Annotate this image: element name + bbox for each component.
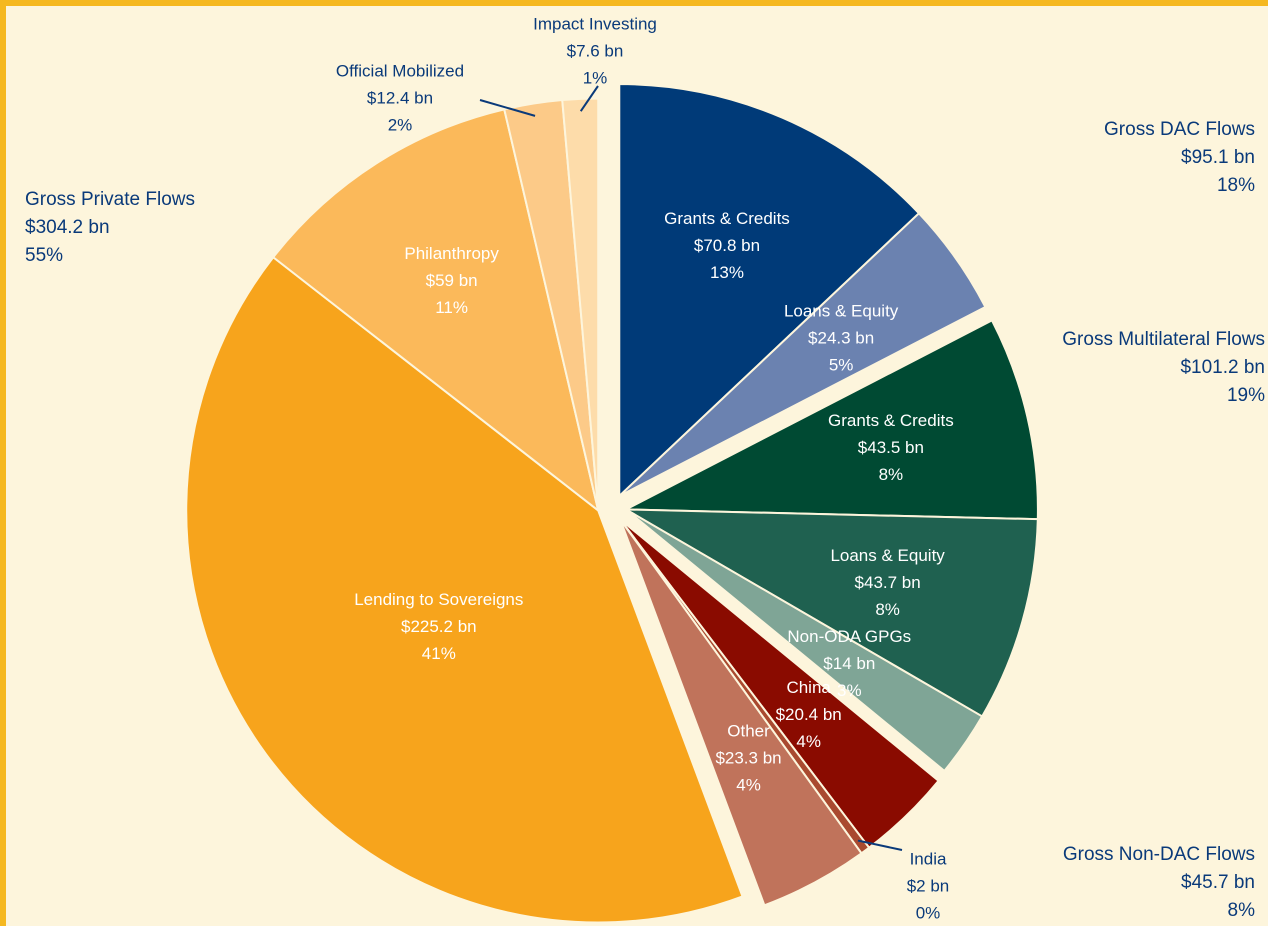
group-label: $95.1 bn bbox=[1181, 147, 1255, 168]
group-label: $45.7 bn bbox=[1181, 872, 1255, 893]
slice-label: 11% bbox=[435, 298, 468, 317]
slice-label: Loans & Equity bbox=[830, 546, 945, 565]
group-label: Gross Non-DAC Flows bbox=[1063, 844, 1255, 865]
slice-label: China bbox=[786, 678, 831, 697]
leader-line bbox=[479, 99, 536, 117]
slice-label: Loans & Equity bbox=[784, 301, 899, 320]
slice-label: $24.3 bn bbox=[808, 328, 874, 347]
leader-line bbox=[579, 85, 599, 112]
slice-label: $20.4 bn bbox=[776, 705, 842, 724]
group-label: $101.2 bn bbox=[1180, 357, 1265, 378]
pie-slice bbox=[625, 508, 984, 773]
group-label: 18% bbox=[1217, 175, 1255, 196]
slice-label: Other bbox=[727, 722, 770, 741]
slice-label: Non-ODA GPGs bbox=[787, 627, 911, 646]
slice-label: 2% bbox=[388, 115, 413, 134]
slice-label: $43.5 bn bbox=[858, 438, 924, 457]
group-label: Gross DAC Flows bbox=[1104, 119, 1255, 140]
slice-label: 13% bbox=[710, 263, 744, 282]
pie-slice bbox=[561, 97, 600, 511]
slice-label: 41% bbox=[422, 644, 456, 663]
slice-label: Grants & Credits bbox=[828, 411, 954, 430]
slice-group bbox=[619, 518, 941, 907]
pie-slice bbox=[625, 319, 1039, 521]
slice-label: Impact Investing bbox=[533, 14, 657, 33]
slice-label: Grants & Credits bbox=[664, 209, 790, 228]
leader-line bbox=[857, 839, 903, 851]
slice-label: $12.4 bn bbox=[367, 88, 433, 107]
group-label: Gross Multilateral Flows bbox=[1062, 329, 1265, 350]
slice-label: 5% bbox=[829, 355, 854, 374]
slice-label: Philanthropy bbox=[404, 244, 499, 263]
slice-label: $225.2 bn bbox=[401, 617, 477, 636]
slice-label: Official Mobilized bbox=[336, 61, 464, 80]
pie-slice bbox=[271, 108, 600, 514]
slice-label: $43.7 bn bbox=[855, 573, 921, 592]
pie-slice bbox=[618, 211, 987, 497]
slice-label: $70.8 bn bbox=[694, 236, 760, 255]
slice-label: 1% bbox=[583, 68, 608, 87]
slice-label: 8% bbox=[875, 600, 900, 619]
slice-group bbox=[625, 319, 1039, 773]
slice-label: 8% bbox=[879, 465, 904, 484]
pie-slice bbox=[619, 518, 863, 907]
group-label: 55% bbox=[25, 245, 63, 266]
group-label: Gross Private Flows bbox=[25, 189, 195, 210]
pie-slice bbox=[625, 508, 1039, 718]
pie-slice bbox=[618, 83, 921, 499]
slice-label: $7.6 bn bbox=[567, 41, 624, 60]
slice-label: 4% bbox=[736, 776, 761, 795]
slice-label: India bbox=[910, 849, 947, 868]
group-label: 8% bbox=[1228, 900, 1256, 921]
group-label: 19% bbox=[1227, 385, 1265, 406]
slice-label: $14 bn bbox=[823, 654, 875, 673]
slice-label: Lending to Sovereigns bbox=[354, 590, 523, 609]
pie-slice bbox=[185, 255, 744, 924]
slice-label: 3% bbox=[837, 681, 862, 700]
slice-label: $59 bn bbox=[426, 271, 478, 290]
slice-label: $23.3 bn bbox=[715, 749, 781, 768]
slice-label: 4% bbox=[796, 732, 821, 751]
slice-group bbox=[185, 97, 744, 924]
slice-label: $2 bn bbox=[907, 876, 950, 895]
group-label: $304.2 bn bbox=[25, 217, 110, 238]
slice-label: 0% bbox=[916, 903, 941, 922]
slice-group bbox=[618, 83, 987, 499]
